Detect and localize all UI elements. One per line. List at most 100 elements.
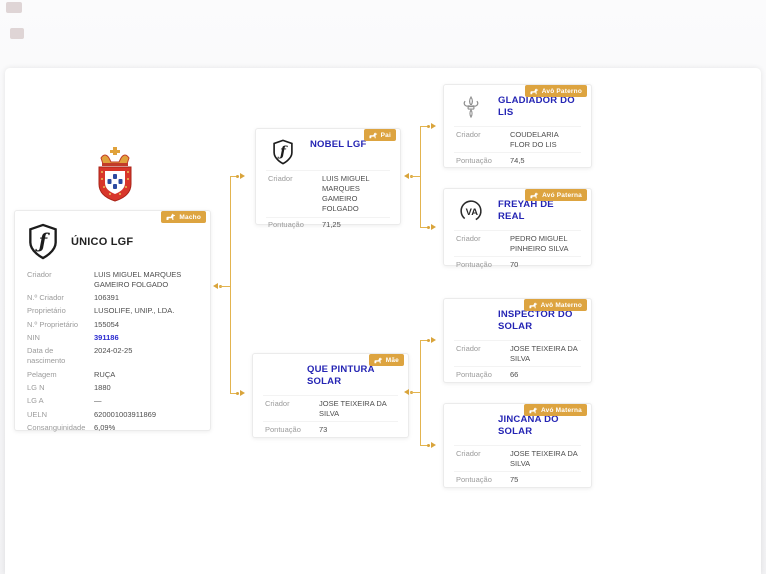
- father-card: Pai ƒ NOBEL LGF Criador LUIS MIGUEL MARQU…: [255, 128, 401, 229]
- brand-shield-icon: ƒ: [266, 139, 300, 165]
- relation-badge-label: Avó Materna: [541, 406, 582, 414]
- sex-badge-label: Macho: [179, 213, 201, 221]
- window-artifact: [10, 28, 24, 39]
- horse-name-link[interactable]: QUE PINTURA SOLAR: [307, 364, 375, 388]
- coat-of-arms-icon: [98, 147, 132, 202]
- subject-horse-name: ÚNICO LGF: [71, 235, 134, 248]
- relation-badge-label: Avô Materno: [540, 301, 582, 309]
- relation-badge: Pai: [363, 129, 396, 141]
- connector-arrow: [404, 389, 409, 395]
- field-label: Criador: [268, 173, 293, 183]
- connector-dot: [236, 174, 239, 178]
- relation-badge-label: Pai: [380, 131, 391, 139]
- field-label: Pontuação: [456, 259, 492, 269]
- horse-name-link[interactable]: GLADIADOR DO LIS: [498, 95, 575, 119]
- horse-icon: [529, 301, 537, 308]
- field-label: LG A: [27, 396, 44, 406]
- field-value: 1880: [94, 383, 111, 393]
- relation-badge: Avó Materna: [524, 404, 587, 416]
- field-value: JOSE TEIXEIRA DA SILVA: [319, 398, 387, 418]
- brand-shield-icon: ƒ: [29, 223, 57, 260]
- connector-dot: [427, 338, 430, 342]
- field-label: Proprietário: [27, 306, 66, 316]
- field-label: Criador: [456, 129, 481, 139]
- relation-badge: Mãe: [368, 354, 404, 366]
- connector-line: [420, 445, 429, 446]
- field-value: 66: [510, 369, 519, 379]
- field-label: Pontuação: [456, 155, 492, 165]
- connector-line: [410, 392, 421, 393]
- field-value: 73: [319, 424, 328, 434]
- field-label: N.º Criador: [27, 293, 64, 303]
- fleur-de-lis-icon: [454, 95, 488, 119]
- field-value: 620001003911869: [94, 409, 157, 419]
- window-artifact: [6, 2, 22, 13]
- connector-line: [219, 286, 231, 287]
- field-label: UELN: [27, 409, 48, 419]
- horse-name-link[interactable]: FREYAH DE REAL: [498, 199, 554, 223]
- relation-badge-label: Avó Paterna: [542, 191, 582, 199]
- connector-line: [420, 227, 429, 228]
- horse-icon: [530, 87, 538, 94]
- relation-badge-label: Mãe: [385, 356, 399, 364]
- connector-line: [230, 176, 231, 393]
- connector-arrow: [404, 173, 409, 179]
- maternal-grandmother-card: Avó Materna JINCANA DO SOLAR Criador JOSE…: [443, 403, 592, 488]
- connector-dot: [427, 225, 430, 229]
- connector-arrow: [213, 283, 218, 289]
- connector-line: [420, 340, 421, 445]
- connector-line: [230, 393, 238, 394]
- field-value: 6,09%: [94, 422, 116, 432]
- horse-name-link[interactable]: INSPECTOR DO SOLAR: [498, 309, 573, 333]
- nin-link[interactable]: 391186: [94, 332, 119, 342]
- connector-arrow: [431, 442, 436, 448]
- connector-arrow: [240, 173, 245, 179]
- mother-card: Mãe QUE PINTURA SOLAR Criador JOSE TEIXEI…: [252, 353, 409, 438]
- connector-arrow: [431, 337, 436, 343]
- field-value: JOSE TEIXEIRA DA SILVA: [510, 448, 578, 468]
- field-label: Pontuação: [265, 424, 301, 434]
- field-value: 106391: [94, 293, 120, 303]
- horse-icon: [374, 356, 382, 363]
- field-label: Criador: [27, 269, 52, 279]
- maternal-grandfather-card: Avô Materno INSPECTOR DO SOLAR Criador JO…: [443, 298, 592, 383]
- field-label: Pontuação: [268, 220, 304, 229]
- field-value: LUIS MIGUEL MARQUES GAMEIRO FOLGADO: [94, 269, 182, 289]
- field-label: LG N: [27, 383, 45, 393]
- connector-line: [420, 126, 429, 127]
- svg-text:ƒ: ƒ: [277, 144, 288, 160]
- field-value: 70: [510, 259, 519, 269]
- field-value: COUDELARIA FLOR DO LIS: [510, 129, 559, 149]
- paternal-grandfather-card: Avô Paterno GLADIADOR DO LIS Criador COUD…: [443, 84, 592, 168]
- field-value: 2024-02-25: [94, 346, 133, 356]
- relation-badge: Avô Paterno: [524, 85, 587, 97]
- field-label: Consanguinidade: [27, 422, 86, 432]
- connector-dot: [236, 391, 239, 395]
- field-value: JOSE TEIXEIRA DA SILVA: [510, 343, 578, 363]
- connector-dot: [427, 443, 430, 447]
- field-label: Pontuação: [456, 474, 492, 484]
- connector-arrow: [431, 123, 436, 129]
- svg-text:VA: VA: [466, 206, 479, 217]
- field-label: NIN: [27, 332, 40, 342]
- connector-line: [410, 176, 421, 177]
- horse-icon: [166, 213, 176, 220]
- connector-line: [420, 340, 429, 341]
- connector-dot: [427, 124, 430, 128]
- field-label: Pelagem: [27, 369, 57, 379]
- horse-name-link[interactable]: JINCANA DO SOLAR: [498, 414, 559, 438]
- connector-line: [230, 176, 238, 177]
- sex-badge: Macho: [161, 211, 206, 223]
- field-value: PEDRO MIGUEL PINHEIRO SILVA: [510, 233, 569, 253]
- field-label: Data de nascimento: [27, 346, 66, 366]
- relation-badge: Avó Paterna: [525, 189, 587, 201]
- field-label: Criador: [456, 448, 481, 458]
- studbook-crest: [93, 146, 137, 207]
- field-label: N.º Proprietário: [27, 319, 79, 329]
- horse-icon: [530, 191, 539, 198]
- field-value: LUIS MIGUEL MARQUES GAMEIRO FOLGADO: [322, 173, 370, 213]
- cva-monogram-icon: VA: [454, 199, 488, 223]
- field-label: Criador: [456, 233, 481, 243]
- field-label: Criador: [265, 398, 290, 408]
- horse-name-link[interactable]: NOBEL LGF: [310, 139, 367, 150]
